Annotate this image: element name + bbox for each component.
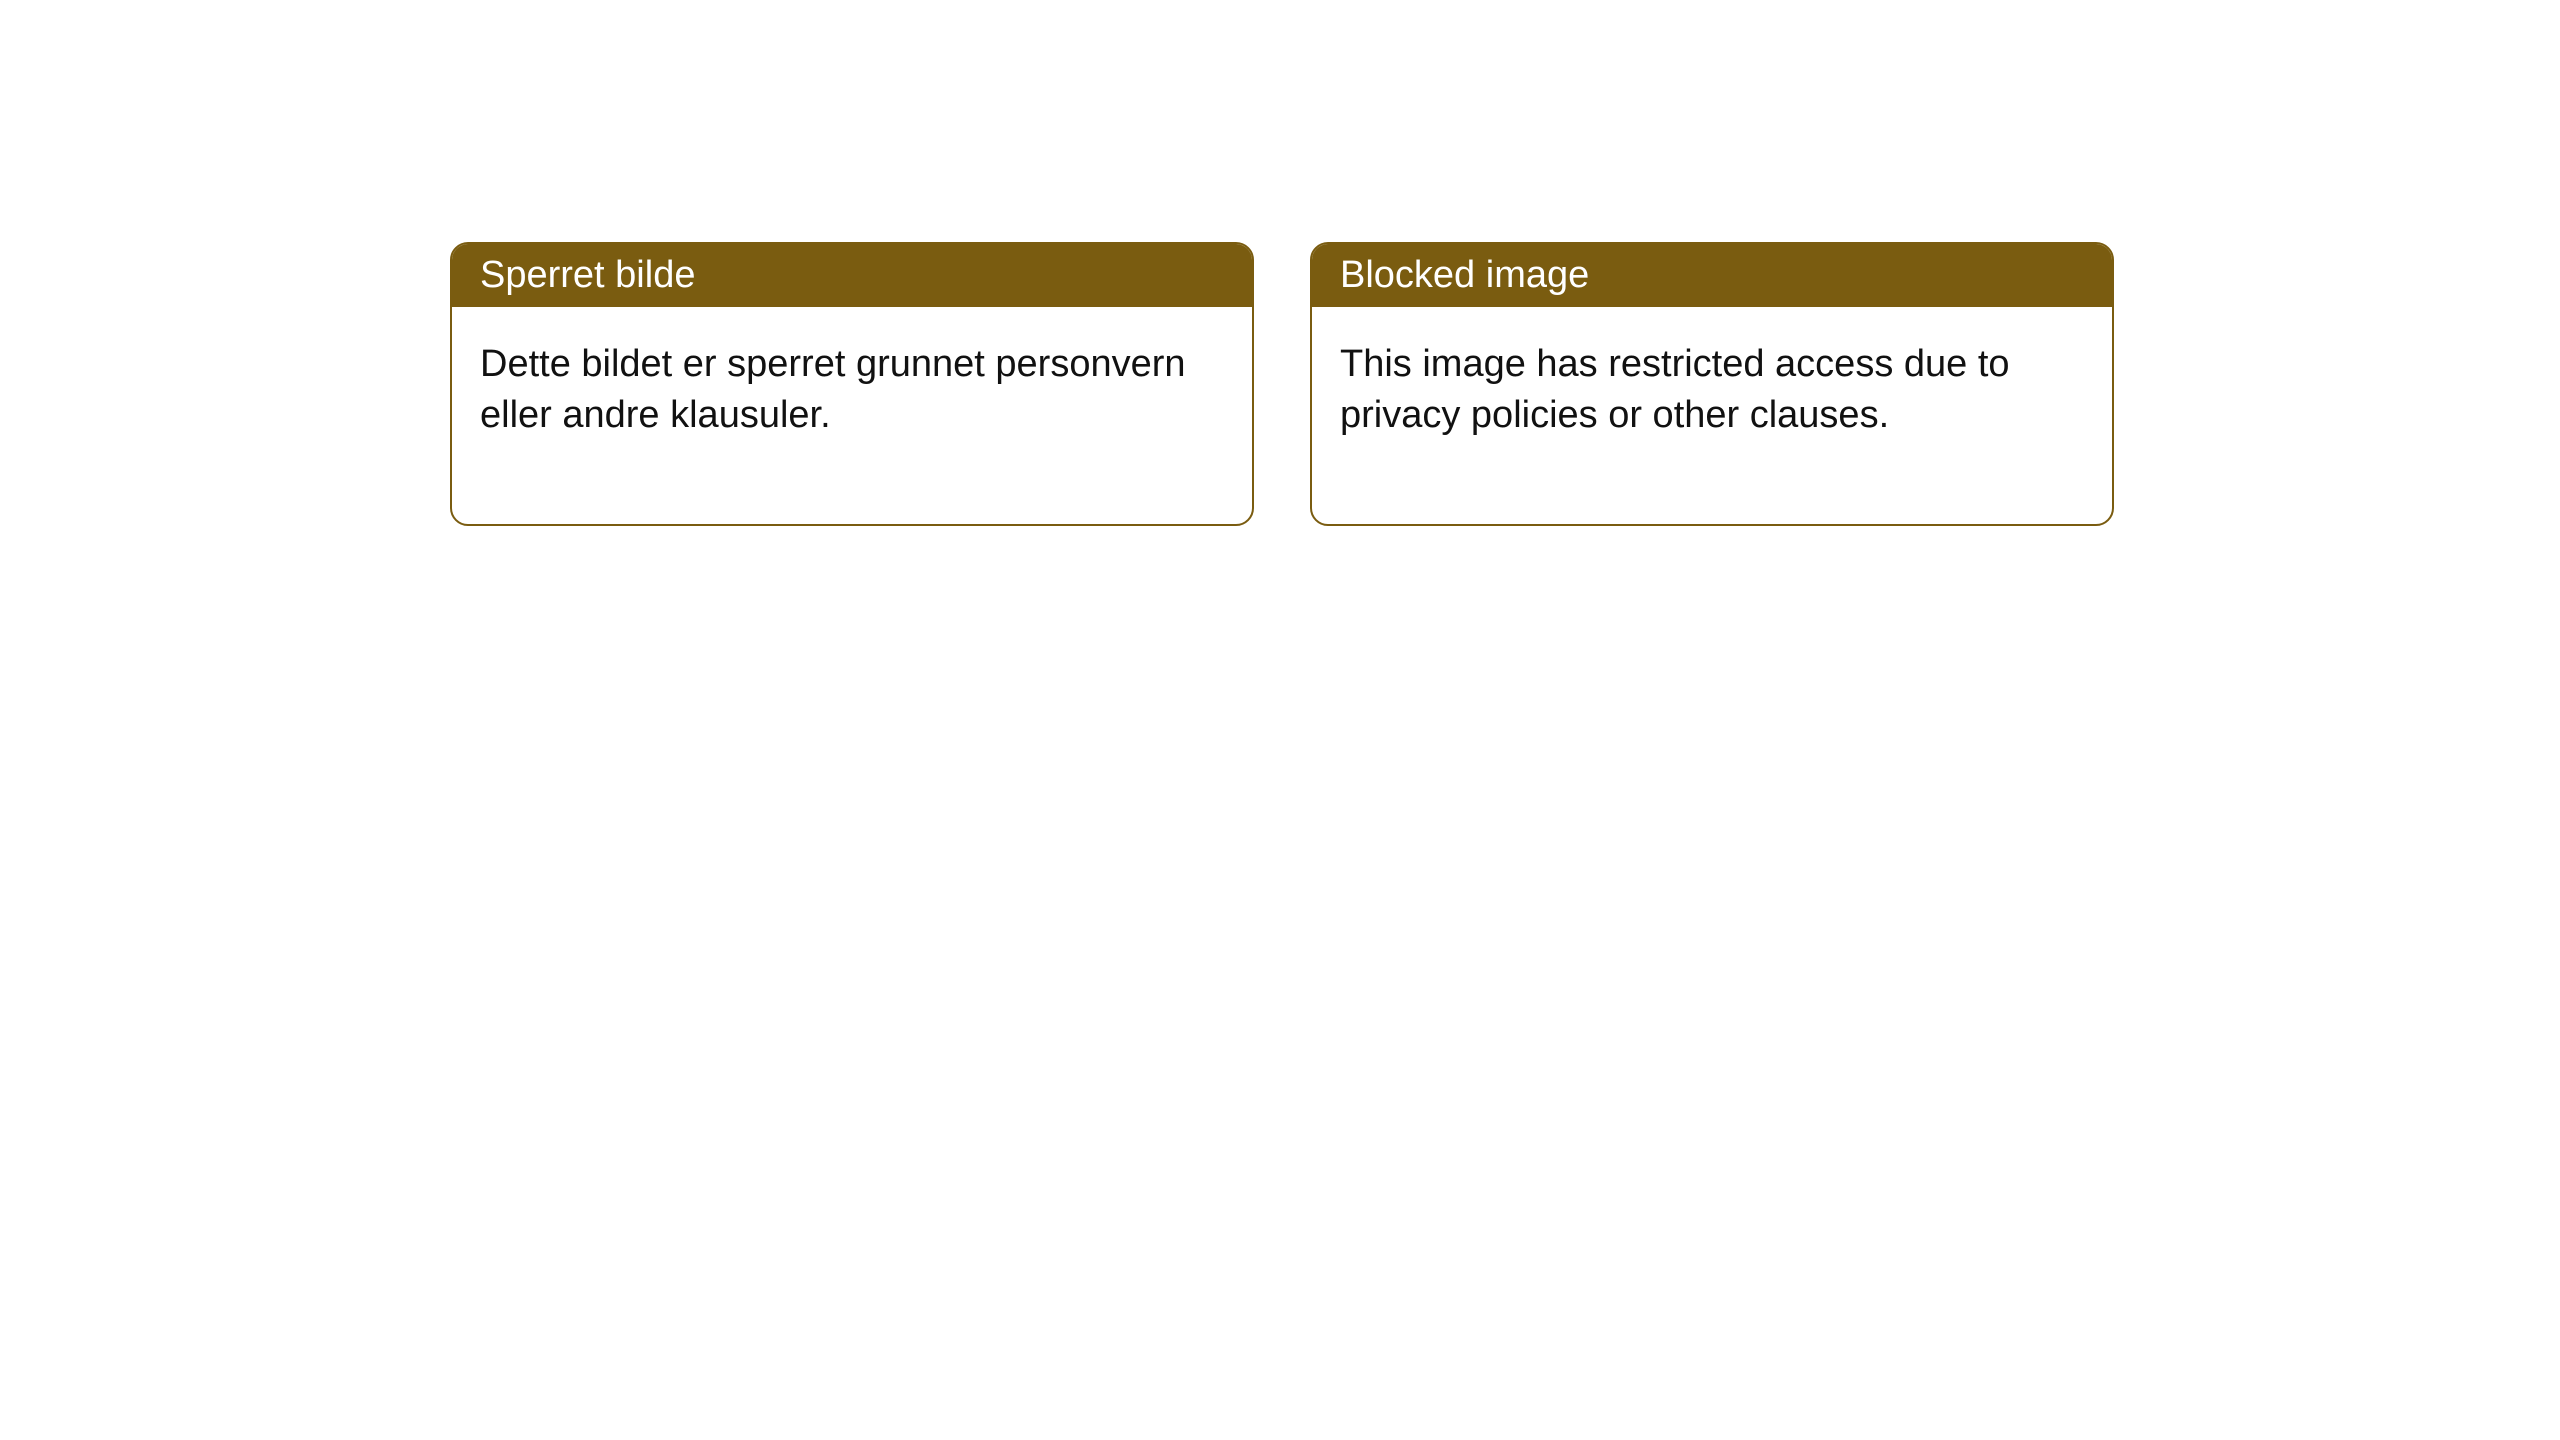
card-body: Dette bildet er sperret grunnet personve… [452,307,1252,524]
card-body: This image has restricted access due to … [1312,307,2112,524]
card-body-text: Dette bildet er sperret grunnet personve… [480,343,1186,436]
card-body-text: This image has restricted access due to … [1340,343,2010,436]
card-header: Sperret bilde [452,244,1252,307]
card-header: Blocked image [1312,244,2112,307]
card-title-text: Blocked image [1340,254,1589,296]
blocked-image-card-en: Blocked image This image has restricted … [1310,242,2114,526]
notice-cards-container: Sperret bilde Dette bildet er sperret gr… [0,0,2560,526]
card-title-text: Sperret bilde [480,254,695,296]
blocked-image-card-no: Sperret bilde Dette bildet er sperret gr… [450,242,1254,526]
